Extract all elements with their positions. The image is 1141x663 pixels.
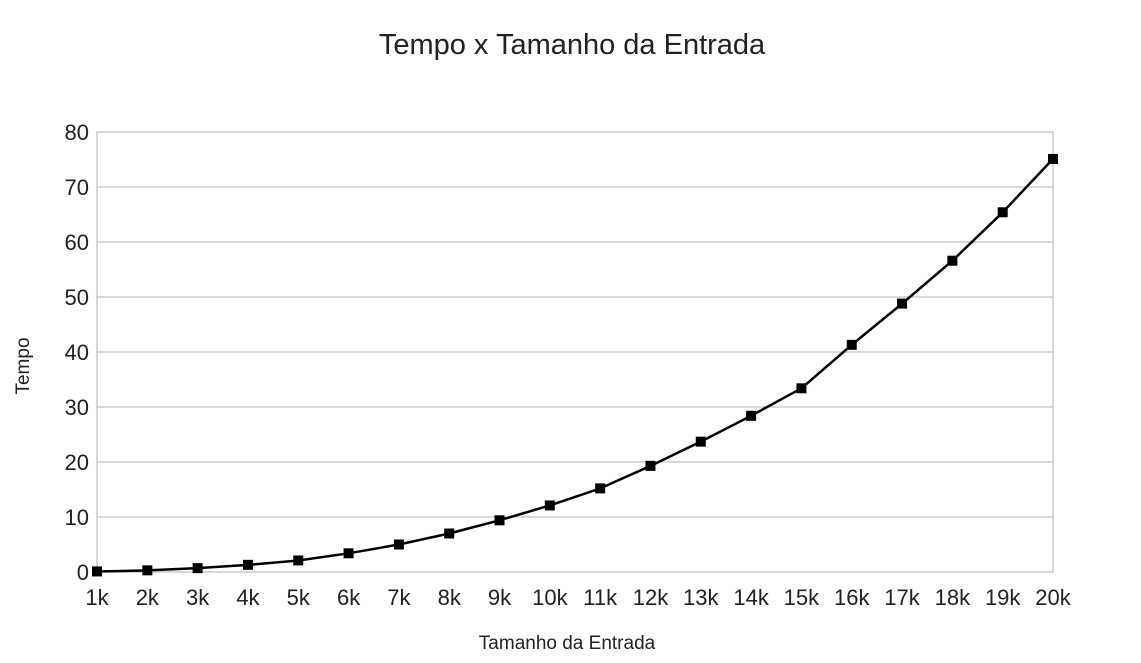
data-point-20k [1048, 153, 1058, 164]
x-tick-label: 7k [387, 585, 411, 610]
x-tick-label: 16k [834, 585, 870, 610]
y-tick-label: 20 [65, 450, 89, 475]
data-point-17k [897, 298, 908, 309]
x-tick-label: 14k [733, 585, 769, 610]
data-point-5k [293, 555, 304, 566]
y-tick-label: 30 [65, 395, 89, 420]
x-tick-label: 3k [186, 585, 210, 610]
chart-title: Tempo x Tamanho da Entrada [379, 29, 766, 61]
x-tick-label: 8k [438, 585, 462, 610]
x-tick-label: 1k [85, 585, 109, 610]
gridlines [97, 131, 1053, 573]
data-point-18k [947, 255, 958, 266]
y-tick-label: 40 [65, 340, 89, 365]
x-tick-label: 4k [236, 585, 260, 610]
data-point-7k [393, 539, 404, 550]
x-tick-label: 18k [935, 585, 971, 610]
y-axis-ticks: 0 10 20 30 40 50 60 70 80 [65, 120, 89, 585]
y-tick-label: 50 [65, 285, 89, 310]
x-tick-label: 20k [1035, 585, 1071, 610]
series-line [96, 158, 1054, 573]
series-markers [92, 153, 1058, 577]
data-point-9k [494, 515, 505, 526]
data-point-3k [192, 563, 203, 574]
data-point-13k [695, 436, 706, 447]
y-axis-label: Tempo [13, 337, 34, 394]
data-point-15k [796, 383, 807, 394]
x-tick-label: 9k [488, 585, 512, 610]
x-tick-label: 6k [337, 585, 361, 610]
x-tick-label: 12k [633, 585, 669, 610]
x-axis-ticks: 1k 2k 3k 4k 5k 6k 7k 8k 9k 10k 11k 12k 13k 14k 15k 16k 1… [85, 585, 1071, 610]
data-point-10k [544, 500, 555, 511]
data-point-11k [595, 483, 606, 494]
x-axis-label: Tamanho da Entrada [479, 633, 656, 654]
y-tick-label: 80 [65, 120, 89, 145]
x-tick-label: 19k [985, 585, 1021, 610]
x-tick-label: 5k [287, 585, 311, 610]
data-point-16k [846, 339, 857, 350]
data-point-14k [746, 410, 757, 421]
x-tick-label: 11k [583, 585, 618, 610]
plot-area [96, 131, 1054, 573]
x-tick-label: 13k [683, 585, 719, 610]
y-tick-label: 60 [65, 230, 89, 255]
data-point-6k [343, 548, 354, 559]
data-point-12k [645, 460, 656, 471]
data-point-8k [444, 528, 455, 539]
y-tick-label: 70 [65, 175, 89, 200]
data-point-19k [997, 207, 1008, 218]
x-tick-label: 17k [884, 585, 920, 610]
x-tick-label: 2k [136, 585, 160, 610]
data-point-1k [92, 566, 102, 577]
y-tick-label: 0 [77, 560, 89, 585]
data-point-2k [142, 565, 153, 576]
y-tick-label: 10 [65, 505, 89, 530]
x-tick-label: 15k [784, 585, 820, 610]
x-tick-label: 10k [532, 585, 568, 610]
data-point-4k [242, 559, 253, 570]
